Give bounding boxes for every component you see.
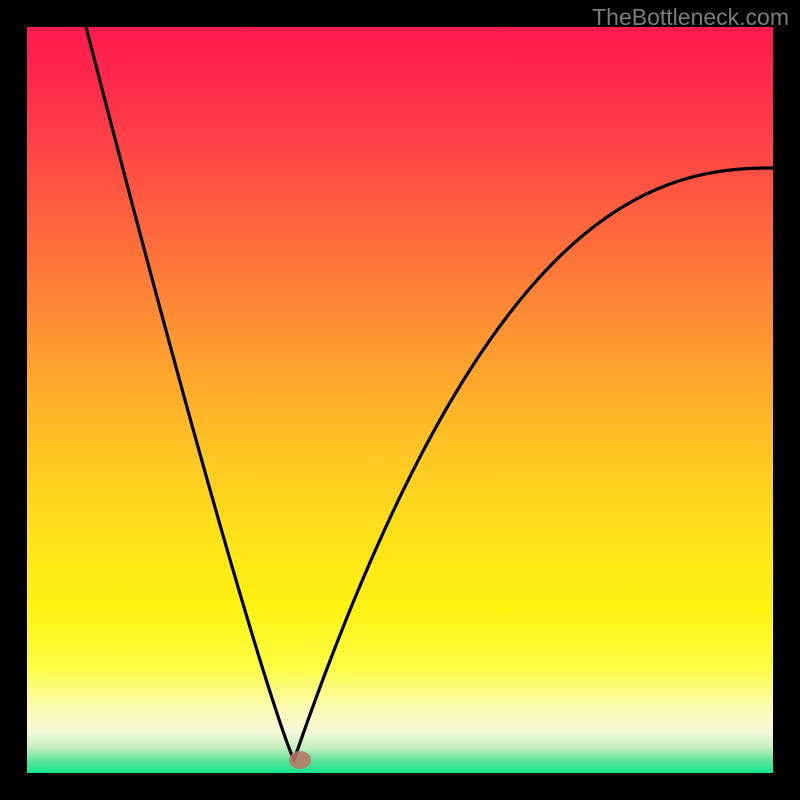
watermark-text: TheBottleneck.com [592,4,789,31]
bottleneck-curve [86,27,773,760]
outer-background [0,0,800,800]
optimal-point-marker [289,751,311,769]
plot-background-gradient [27,27,773,773]
